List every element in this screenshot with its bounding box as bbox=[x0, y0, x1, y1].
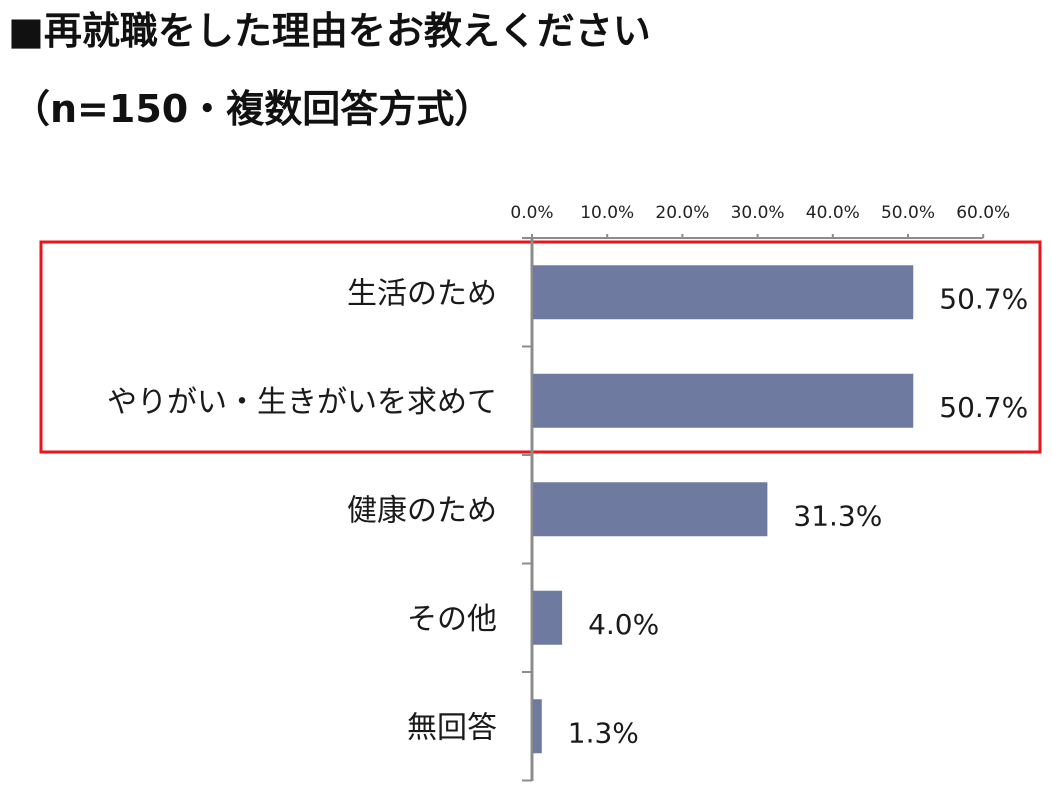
data-label: 31.3% bbox=[793, 499, 882, 532]
data-label: 1.3% bbox=[568, 716, 639, 749]
highlight-box bbox=[39, 240, 1042, 454]
x-tick-label: 40.0% bbox=[806, 203, 860, 223]
data-label: 4.0% bbox=[588, 608, 659, 641]
bar bbox=[533, 482, 768, 537]
category-label: 生活のため bbox=[347, 276, 497, 311]
bar bbox=[533, 265, 914, 320]
bar bbox=[533, 373, 914, 428]
x-tick-label: 30.0% bbox=[731, 203, 785, 223]
category-label: 健康のため bbox=[347, 493, 497, 528]
category-label: 無回答 bbox=[407, 710, 497, 745]
data-label: 50.7% bbox=[939, 391, 1028, 424]
bar bbox=[533, 699, 542, 754]
x-tick-label: 20.0% bbox=[655, 203, 709, 223]
x-tick-label: 10.0% bbox=[580, 203, 634, 223]
data-label: 50.7% bbox=[939, 282, 1028, 315]
chart-title: ■再就職をした理由をお教えください bbox=[8, 9, 651, 53]
x-tick-label: 60.0% bbox=[956, 203, 1010, 223]
category-label: やりがい・生きがいを求めて bbox=[107, 385, 497, 420]
x-tick-label: 0.0% bbox=[510, 203, 553, 223]
bar bbox=[533, 590, 563, 645]
chart-subtitle: （n=150・複数回答方式） bbox=[12, 87, 493, 131]
category-label: その他 bbox=[407, 602, 497, 637]
x-tick-label: 50.0% bbox=[881, 203, 935, 223]
